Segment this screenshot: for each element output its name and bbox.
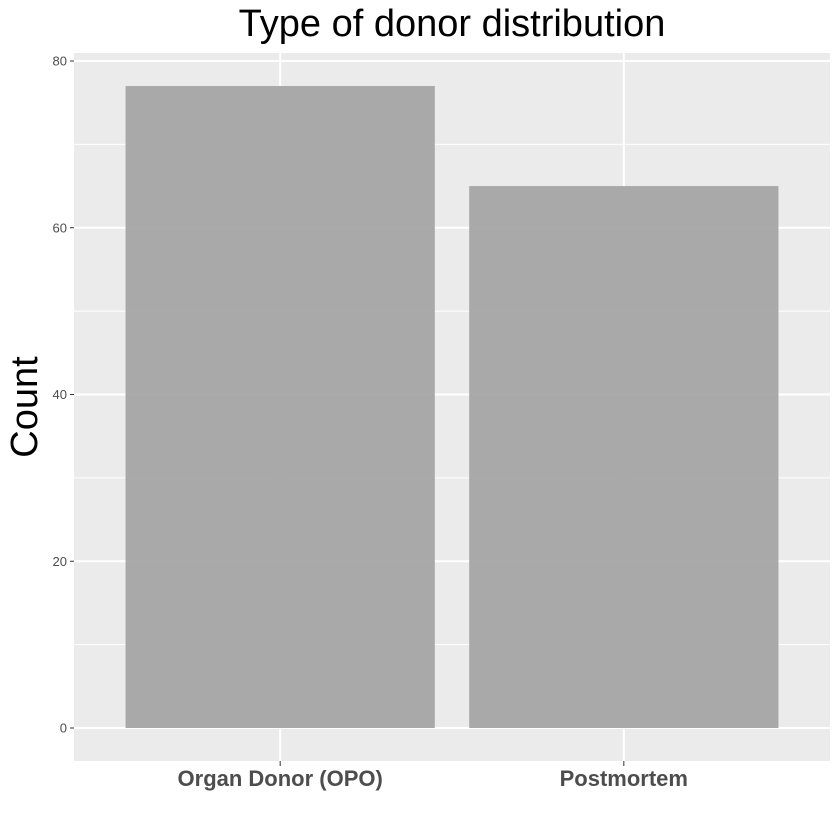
y-tick-label: 20 [53, 554, 67, 569]
x-axis: Organ Donor (OPO) Postmortem [178, 761, 688, 791]
y-axis: 0 20 40 60 80 [53, 54, 74, 736]
bar [125, 86, 435, 728]
bar [469, 186, 779, 728]
y-tick-label: 0 [60, 721, 67, 736]
x-tick-label: Organ Donor (OPO) [178, 766, 383, 791]
y-tick-label: 40 [53, 387, 67, 402]
y-axis-label: Count [4, 356, 46, 458]
bars [125, 86, 779, 728]
x-tick-label: Postmortem [560, 766, 688, 791]
y-tick-label: 80 [53, 54, 67, 69]
chart-title: Type of donor distribution [239, 3, 666, 45]
y-tick-label: 60 [53, 220, 67, 235]
